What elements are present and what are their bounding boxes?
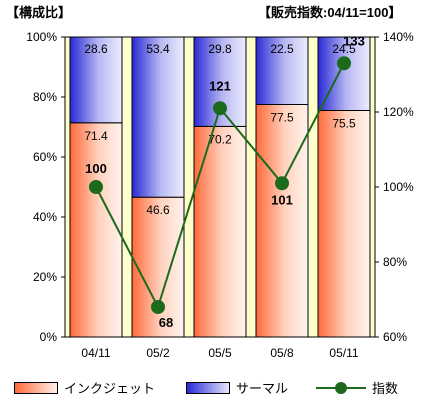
legend-thermal-swatch — [186, 381, 230, 394]
bar-thermal-value: 24.5 — [332, 42, 356, 56]
left-axis-tick-label: 40% — [33, 210, 57, 224]
bar-thermal-value: 53.4 — [146, 42, 170, 56]
bar-thermal — [131, 36, 185, 198]
x-axis-tick-label: 05/5 — [208, 346, 232, 360]
bar-thermal-value: 22.5 — [270, 42, 294, 56]
index-value-label: 101 — [271, 192, 293, 207]
index-value-label: 100 — [85, 161, 107, 176]
right-axis-tick-label: 80% — [383, 255, 407, 269]
bar-thermal-value: 29.8 — [208, 42, 232, 56]
right-axis-tick-label: 120% — [383, 105, 414, 119]
right-axis-header: 【販売指数:04/11=100】 — [258, 5, 402, 20]
left-axis-tick-label: 60% — [33, 150, 57, 164]
legend-index: 指数 — [316, 378, 398, 397]
index-value-label: 68 — [159, 315, 173, 330]
bar-inkjet-value: 75.5 — [332, 117, 356, 131]
bar-thermal-value: 28.6 — [84, 42, 108, 56]
bar-thermal — [255, 36, 309, 105]
left-axis-header: 【構成比】 — [6, 5, 72, 20]
bar-thermal — [69, 36, 123, 124]
right-axis-tick-label: 140% — [383, 30, 414, 44]
legend-inkjet-label: インクジェット — [64, 381, 156, 396]
legend-inkjet-swatch — [14, 381, 58, 394]
x-axis-tick-label: 04/11 — [81, 346, 110, 360]
index-point — [275, 176, 289, 191]
bar-inkjet-value: 70.2 — [208, 132, 232, 146]
bar-inkjet — [255, 104, 309, 338]
legend-inkjet: インクジェット — [14, 378, 155, 397]
legend-thermal: サーマル — [186, 378, 288, 397]
x-axis-tick-label: 05/11 — [329, 346, 358, 360]
legend-thermal-label: サーマル — [236, 381, 289, 396]
bar-inkjet-value: 77.5 — [270, 111, 294, 125]
left-axis-tick-label: 80% — [33, 90, 57, 104]
index-value-label: 121 — [209, 78, 231, 93]
bar-inkjet — [193, 125, 247, 338]
bar-inkjet — [69, 122, 123, 338]
bar-inkjet-value: 46.6 — [146, 203, 170, 217]
left-axis-tick-label: 0% — [40, 330, 58, 344]
x-axis-tick-label: 05/2 — [146, 346, 170, 360]
legend-index-line — [316, 381, 366, 394]
index-point — [89, 180, 103, 194]
right-axis-tick-label: 60% — [383, 330, 407, 344]
index-value-label: 133 — [343, 33, 365, 48]
legend: インクジェット サーマル 指数 — [0, 378, 428, 398]
left-axis-tick-label: 100% — [26, 30, 57, 44]
left-axis-tick-label: 20% — [33, 270, 57, 284]
bar-inkjet-value: 71.4 — [84, 129, 108, 143]
index-point — [213, 101, 227, 116]
legend-index-label: 指数 — [372, 381, 399, 396]
index-point — [151, 300, 165, 314]
bar-inkjet — [317, 110, 371, 338]
right-axis-tick-label: 100% — [383, 180, 414, 194]
x-axis-tick-label: 05/8 — [270, 346, 294, 360]
index-point — [337, 56, 351, 71]
